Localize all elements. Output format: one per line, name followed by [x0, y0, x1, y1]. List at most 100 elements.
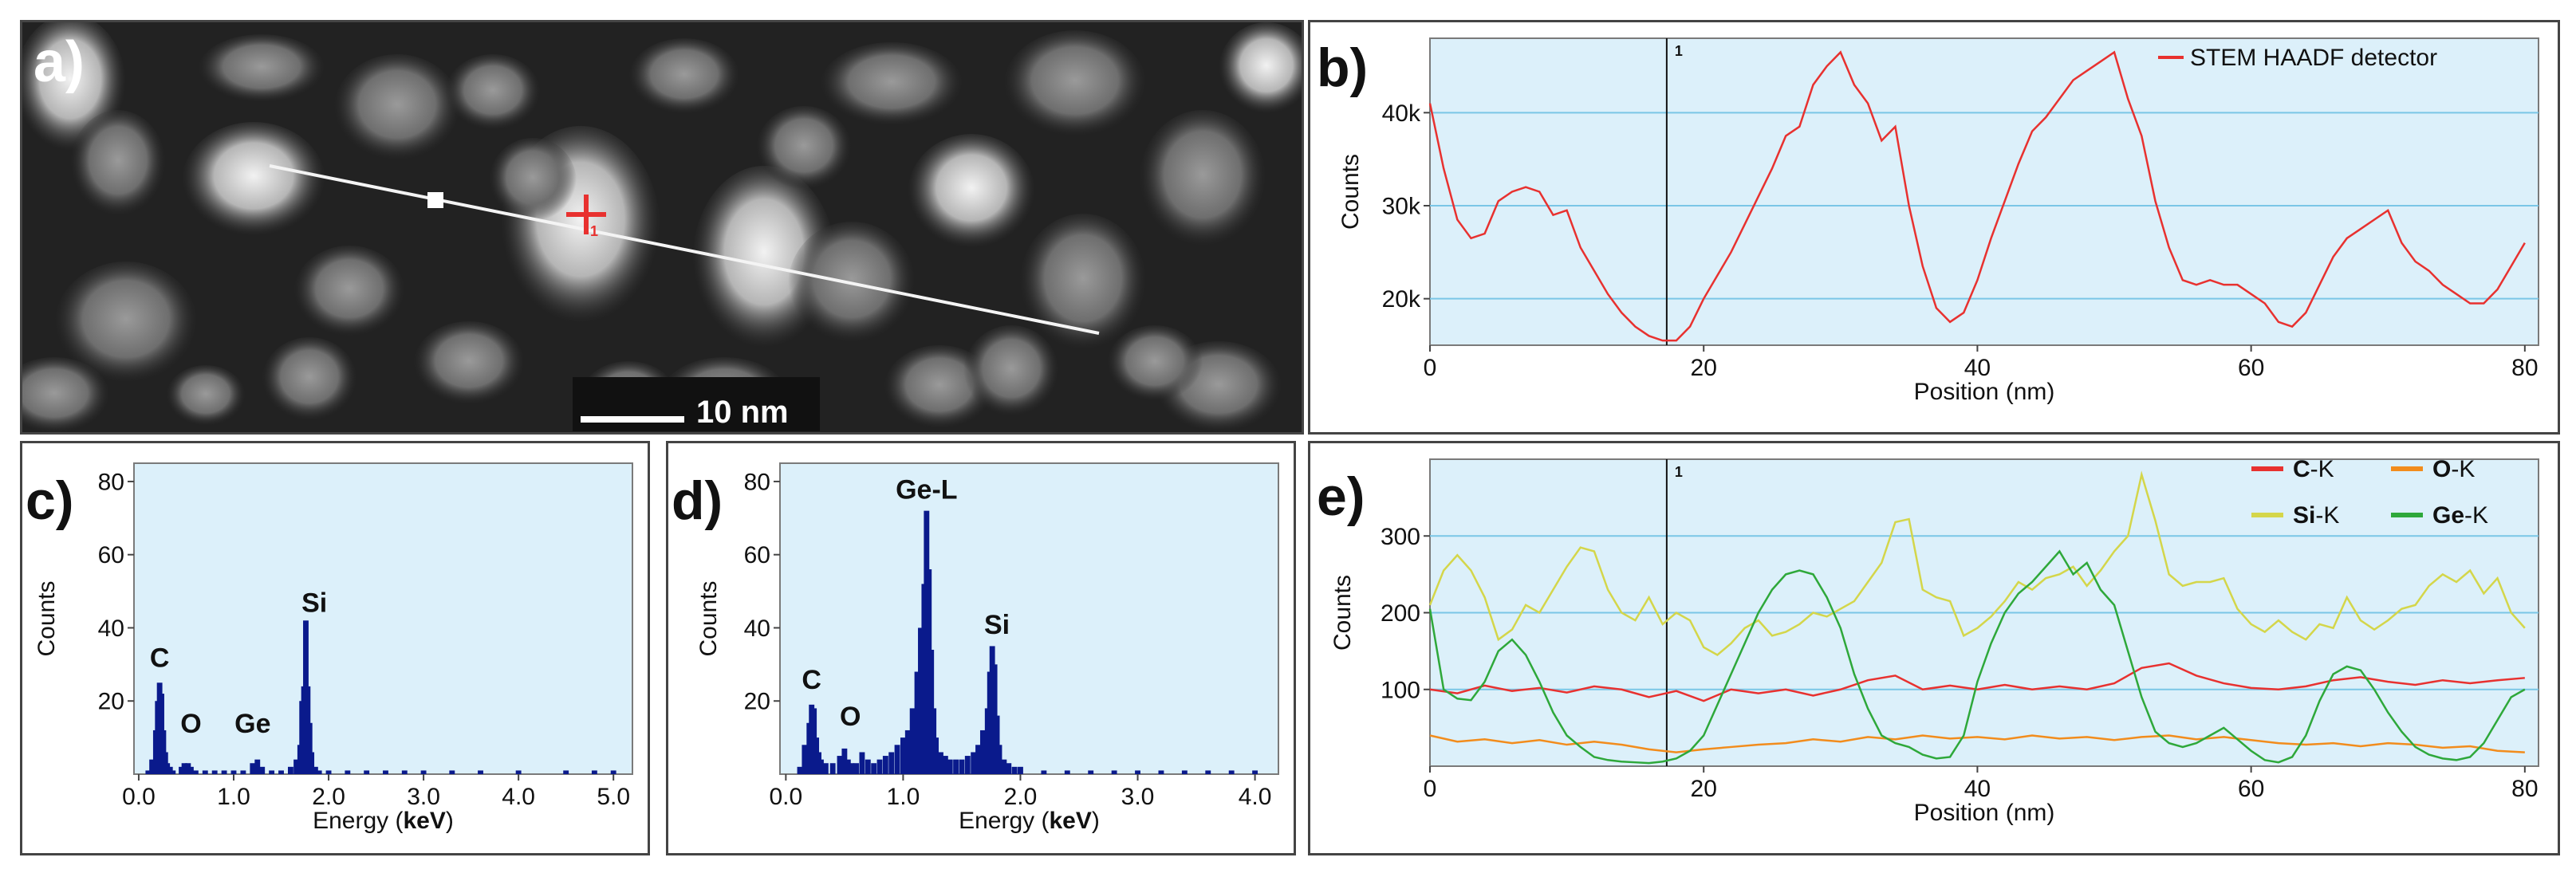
- spectrum-bar: [316, 770, 322, 774]
- spectrum-bar: [515, 770, 522, 774]
- x-tick-label: 0: [1424, 355, 1437, 381]
- spectrum-bar: [853, 763, 860, 774]
- nanoparticle: [413, 321, 525, 409]
- x-tick-label: 0.0: [122, 784, 156, 810]
- spectrum-bar: [312, 766, 318, 774]
- x-axis-label-unit: keV: [404, 808, 446, 834]
- spectrum-bar: [181, 763, 187, 774]
- x-axis-label-suffix: ): [1092, 808, 1100, 834]
- spectrum-bar: [829, 763, 836, 774]
- nanoparticle: [293, 246, 405, 341]
- legend-label: Si-K: [2293, 502, 2339, 529]
- x-tick-label: 80: [2511, 355, 2538, 381]
- spectrum-bar: [865, 759, 871, 774]
- spectrum-bar: [1064, 770, 1070, 774]
- plot-area: [779, 462, 1279, 775]
- peak-label: Ge-L: [896, 474, 957, 505]
- nanoparticle: [1219, 22, 1302, 118]
- chart-e: 100 200 300 0 20 40 60 80 Counts Position (nm) 1 e)…: [1317, 456, 2539, 826]
- x-tick-label: 4.0: [1239, 784, 1272, 810]
- spectrum-bar: [1011, 766, 1018, 774]
- spectrum-bar: [167, 766, 173, 774]
- x-tick-label: 3.0: [1121, 784, 1155, 810]
- spectrum-bar: [364, 770, 370, 774]
- spectrum-bar: [822, 763, 829, 774]
- y-axis-label: Counts: [1337, 154, 1364, 230]
- legend-line: -K: [2310, 456, 2334, 482]
- y-tick-label: 80: [744, 469, 770, 495]
- spectrum-bar: [1205, 770, 1211, 774]
- spectrum-bar: [1088, 770, 1094, 774]
- micrograph-panel: 1 10 nm a): [20, 20, 1304, 435]
- legend-label: O-K: [2432, 456, 2475, 482]
- spectrum-bar: [859, 752, 865, 774]
- nanoparticle: [182, 122, 325, 242]
- legend-label: Ge-K: [2432, 502, 2488, 529]
- x-axis-label: Energy (keV): [313, 808, 454, 834]
- spectrum-bar: [1006, 763, 1012, 774]
- spectrum-bar: [841, 748, 848, 774]
- nanoparticle: [908, 134, 1035, 254]
- peak-label: O: [180, 709, 201, 739]
- legend-element: Ge: [2432, 502, 2464, 529]
- plot-area: [133, 462, 633, 775]
- position-marker-label: 1: [1675, 43, 1683, 59]
- spectrum-bar: [250, 763, 256, 774]
- y-tick-label: 100: [1381, 677, 1420, 703]
- spectrum-bar: [802, 745, 808, 774]
- y-tick-label: 80: [98, 469, 124, 495]
- spectrum-bar: [1135, 770, 1140, 774]
- legend-element: Si: [2293, 502, 2315, 529]
- y-tick-label: 20: [98, 689, 124, 715]
- x-tick-label: 80: [2511, 776, 2538, 802]
- spectrum-bar: [942, 756, 948, 774]
- y-tick-label: 20k: [1382, 286, 1421, 313]
- position-marker-label: 1: [590, 223, 598, 239]
- x-tick-label: 1.0: [887, 784, 920, 810]
- chart-b: 20k 30k 40k 0 20 40 60 80 Counts Position (nm) 1 b)…: [1317, 37, 2539, 405]
- spectrum-bar: [240, 770, 246, 774]
- peak-label: Si: [984, 610, 1010, 640]
- y-tick-label: 300: [1381, 524, 1420, 550]
- chart-b-panel: 20k 30k 40k 0 20 40 60 80 Counts Position (nm) 1 b)…: [1308, 20, 2560, 435]
- x-tick-label: 40: [1964, 355, 1991, 381]
- y-axis-label: Counts: [1329, 575, 1356, 651]
- nanoparticle: [1003, 30, 1147, 142]
- spectrum-bar: [164, 763, 171, 774]
- position-marker-label: 1: [1675, 464, 1683, 480]
- series-line-ge: [1428, 549, 2526, 765]
- spectrum-bar: [221, 770, 227, 774]
- y-tick-label: 30k: [1382, 194, 1421, 220]
- nanoparticle: [1107, 325, 1203, 405]
- panel-label: b): [1317, 37, 1368, 98]
- spectrum-bar: [591, 770, 597, 774]
- spectrum-bar: [871, 763, 877, 774]
- x-tick-label: 0.0: [769, 784, 802, 810]
- spectrum-bar: [145, 770, 152, 774]
- x-tick-label: 40: [1964, 776, 1991, 802]
- spectrum-bar: [610, 770, 616, 774]
- peak-label: Ge: [234, 709, 270, 739]
- nanoparticle: [445, 54, 541, 134]
- spectrum-bar: [306, 722, 313, 774]
- spectrum-bar: [202, 770, 208, 774]
- spectrum-bar: [909, 708, 916, 774]
- spectrum-bar: [293, 759, 300, 774]
- spectrum-bar: [971, 752, 977, 774]
- y-tick-label: 40: [744, 615, 770, 642]
- scale-bar: [581, 416, 684, 423]
- spectrum-bar: [914, 671, 920, 774]
- spectrum-bar: [187, 766, 194, 774]
- spectrum-bar: [325, 770, 332, 774]
- spectrum-bar: [918, 627, 924, 774]
- legend-element: C: [2293, 456, 2310, 482]
- spectrum-bar: [383, 770, 388, 774]
- peak-label: C: [802, 665, 821, 695]
- spectrum-bar: [1252, 770, 1258, 774]
- x-axis-label-suffix: ): [446, 808, 454, 834]
- x-tick-label: 2.0: [312, 784, 345, 810]
- line-scan-path: [269, 164, 1100, 335]
- spectrum-bar: [996, 745, 1002, 774]
- spectrum-bar: [179, 766, 184, 774]
- nanoparticle: [166, 365, 246, 429]
